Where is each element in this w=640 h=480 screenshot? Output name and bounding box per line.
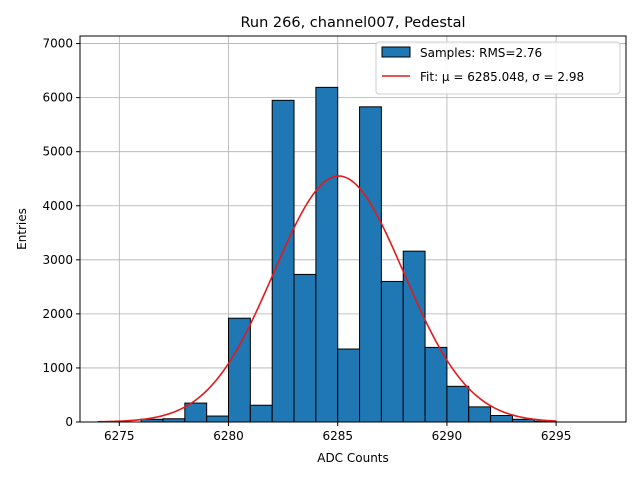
legend-label-samples: Samples: RMS=2.76 <box>420 46 542 60</box>
histogram-bar <box>249 404 273 423</box>
y-axis-label: Entries <box>15 208 29 250</box>
y-tick-label: 6000 <box>42 91 73 105</box>
legend: Samples: RMS=2.76 Fit: μ = 6285.048, σ =… <box>375 41 621 95</box>
fit-curve <box>97 175 557 423</box>
histogram-bar <box>402 250 426 423</box>
legend-label-fit: Fit: μ = 6285.048, σ = 2.98 <box>420 70 584 84</box>
y-tick-label: 1000 <box>42 361 73 375</box>
histogram-bar <box>293 273 317 423</box>
x-axis-ticks: 6275 6280 6285 6290 6295 <box>104 422 571 443</box>
x-tick-label: 6280 <box>213 429 244 443</box>
x-tick-label: 6295 <box>541 429 572 443</box>
y-tick-label: 4000 <box>42 199 73 213</box>
legend-box <box>375 41 621 95</box>
x-axis-label: ADC Counts <box>317 451 389 465</box>
x-tick-label: 6290 <box>432 429 463 443</box>
y-tick-label: 5000 <box>42 145 73 159</box>
histogram-bar <box>206 415 230 423</box>
histogram-bar <box>359 106 382 423</box>
histogram-bar <box>337 348 361 423</box>
histogram-bar <box>468 406 492 423</box>
histogram-bar <box>271 99 295 423</box>
histogram-bar <box>424 346 448 423</box>
histogram-bar <box>380 280 404 423</box>
x-tick-label: 6285 <box>322 429 353 443</box>
histogram-bar <box>228 317 251 423</box>
y-tick-label: 7000 <box>42 37 73 51</box>
plot-frame <box>79 35 627 423</box>
y-tick-label: 2000 <box>42 307 73 321</box>
y-tick-label: 0 <box>65 415 73 429</box>
x-tick-label: 6275 <box>104 429 135 443</box>
legend-swatch-samples <box>381 46 411 58</box>
histogram-bar <box>490 415 513 423</box>
histogram-bar <box>315 86 339 423</box>
chart-title: Run 266, channel007, Pedestal <box>240 15 465 31</box>
y-axis-ticks: 0 1000 2000 3000 4000 5000 6000 7000 <box>42 37 80 429</box>
y-tick-label: 3000 <box>42 253 73 267</box>
histogram-bar <box>446 385 470 423</box>
